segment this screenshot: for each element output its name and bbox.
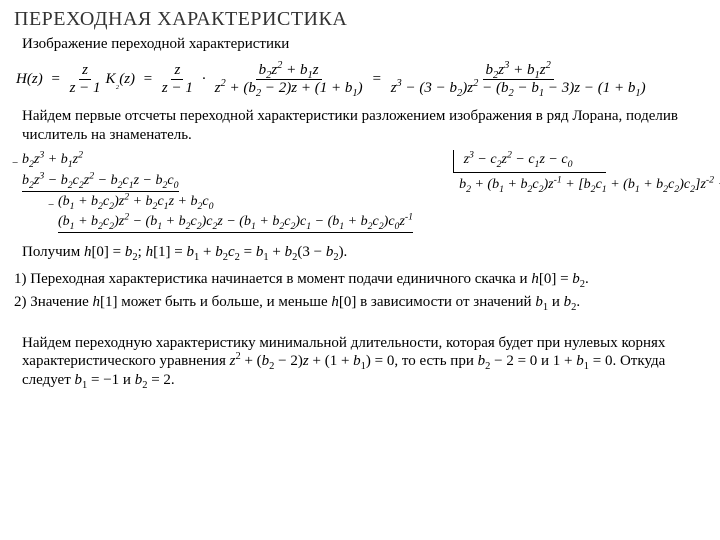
ld-l1: b2z3 + b1z2 (22, 152, 83, 167)
frac-1: z z − 1 (67, 62, 104, 97)
subtitle-1: Изображение переходной характеристики (22, 35, 706, 54)
frac-2a: z z − 1 (159, 62, 196, 97)
ld-quotient: b2 + (b1 + b2c2)z-1 + [b2c1 + (b1 + b2c2… (453, 173, 720, 195)
frac2b-num: b2z2 + b1z (256, 62, 322, 80)
ld-l2: b2z3 − b2c2z2 − b2c1z − b2c0 (22, 171, 179, 192)
frac2a-den: z − 1 (159, 80, 196, 97)
frac3-den: z3 − (3 − b2)z2 − (b2 − b1 − 3)z − (1 + … (388, 80, 649, 97)
long-division: −b2z3 + b1z2 b2z3 − b2c2z2 − b2c1z − b2c… (22, 150, 706, 233)
eq-lhs: H(z) = (16, 71, 65, 88)
frac1-den: z − 1 (67, 80, 104, 97)
frac2b-den: z2 + (b2 − 2)z + (1 + b1) (212, 80, 366, 97)
point-1: 1) Переходная характеристика начинается … (14, 270, 706, 289)
final-para: Найдем переходную характеристику минимал… (22, 334, 706, 390)
page-title: ПЕРЕХОДНАЯ ХАРАКТЕРИСТИКА (14, 8, 706, 31)
ld-left: −b2z3 + b1z2 b2z3 − b2c2z2 − b2c1z − b2c… (22, 150, 413, 233)
point-2: 2) Значение h[1] может быть и больше, и … (14, 293, 706, 312)
result-line: Получим h[0] = b2; h[1] = b1 + b2c2 = b1… (22, 243, 706, 262)
ld-l3: (b1 + b2c2)z2 + b2c1z + b2c0 (58, 194, 214, 209)
ld-right: z3 − c2z2 − c1z − c0 b2 + (b1 + b2c2)z-1… (453, 150, 720, 233)
frac3-num: b2z3 + b1z2 (483, 62, 554, 80)
ld-divisor: z3 − c2z2 − c1z − c0 (453, 150, 606, 172)
frac1-num: z (79, 62, 91, 80)
eq-k: K₂(z) = (106, 71, 157, 88)
subtitle-2: Найдем первые отсчеты переходной характе… (22, 107, 706, 145)
frac2a-num: z (171, 62, 183, 80)
frac-3: b2z3 + b1z2 z3 − (3 − b2)z2 − (b2 − b1 −… (388, 62, 649, 97)
ld-l4: (b1 + b2c2)z2 − (b1 + b2c2)c2z − (b1 + b… (58, 212, 413, 233)
frac-2b: b2z2 + b1z z2 + (b2 − 2)z + (1 + b1) (212, 62, 366, 97)
transfer-equation: H(z) = z z − 1 K₂(z) = z z − 1 · b2z2 + … (16, 62, 706, 97)
